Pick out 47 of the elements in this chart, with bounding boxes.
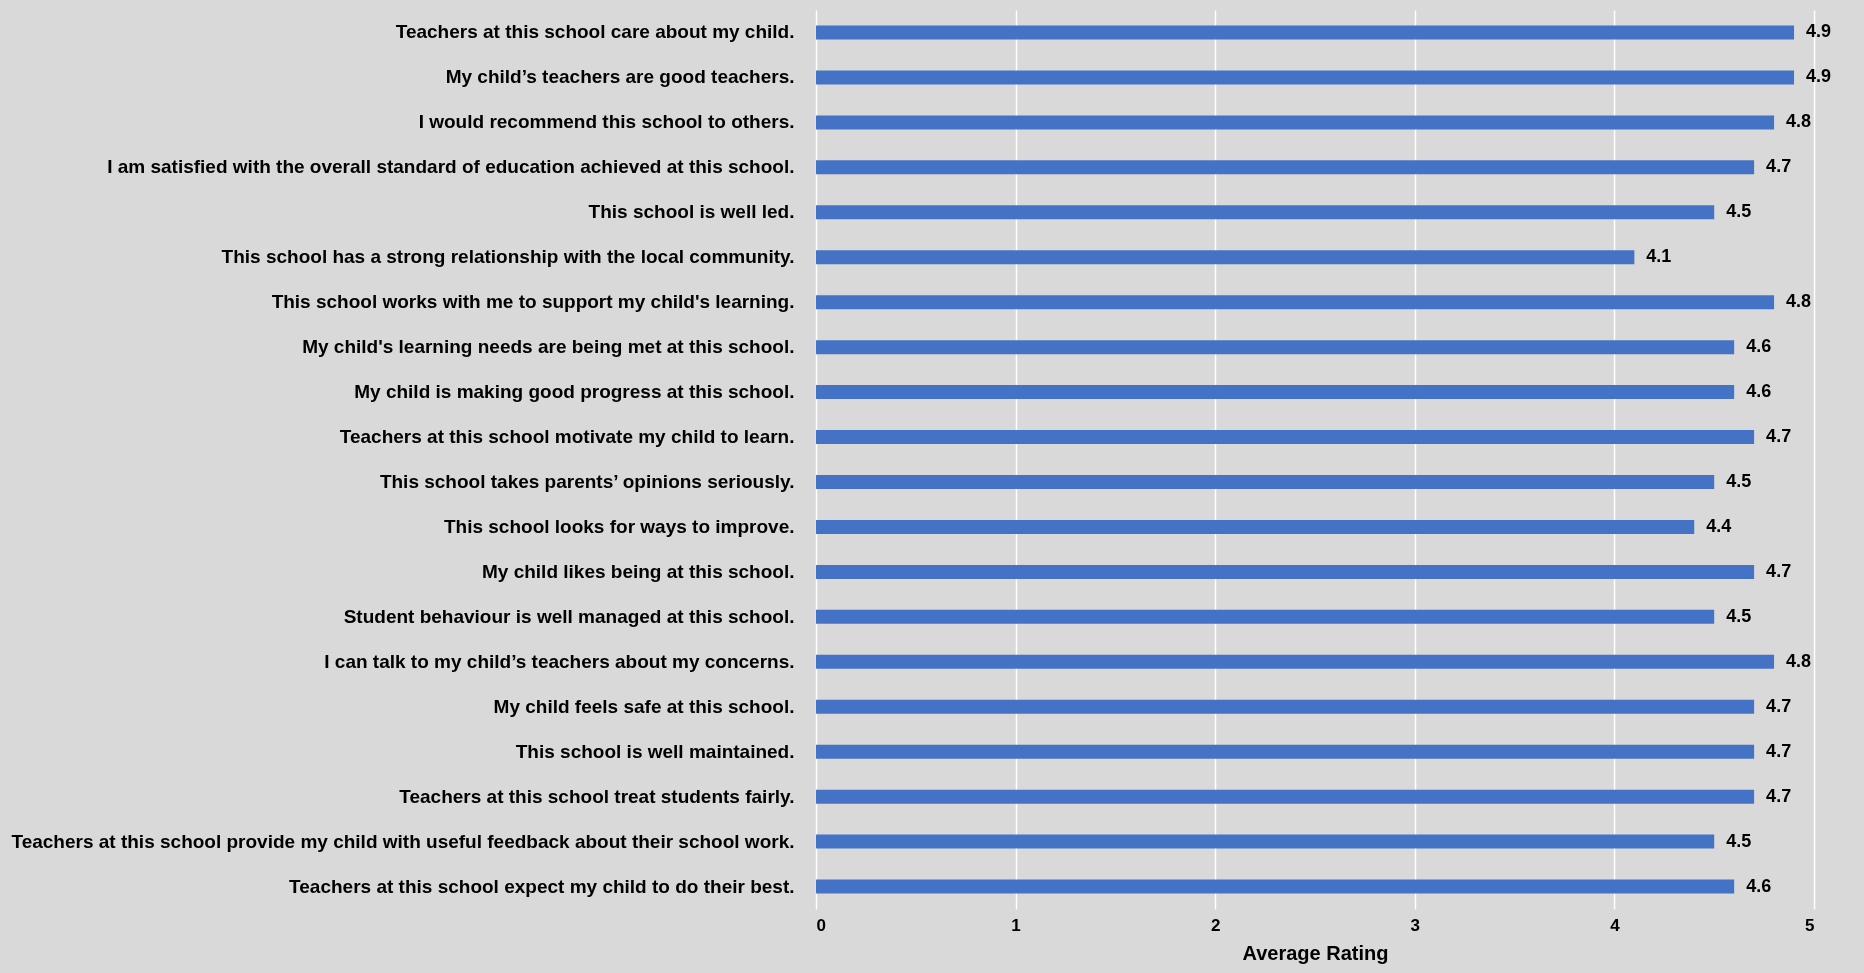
y-tick-label: This school works with me to support my child's learning. xyxy=(271,291,795,313)
data-label: 4.8 xyxy=(1786,291,1812,312)
data-label: 4.5 xyxy=(1726,201,1752,222)
data-label: 4.9 xyxy=(1806,21,1832,42)
data-label: 4.7 xyxy=(1766,156,1792,177)
data-label: 4.7 xyxy=(1766,740,1792,761)
y-tick-label: Teachers at this school motivate my child to learn. xyxy=(339,426,795,448)
data-label: 4.8 xyxy=(1786,650,1812,671)
y-tick-label: I am satisfied with the overall standard of education achieved at this school. xyxy=(107,156,795,178)
data-label: 4.7 xyxy=(1766,560,1792,581)
y-tick-label: My child's learning needs are being met at this school. xyxy=(302,336,795,358)
y-tick-label: My child’s teachers are good teachers. xyxy=(445,66,795,88)
y-tick-label: My child is making good progress at this school. xyxy=(354,381,795,403)
y-tick-label: Student behaviour is well managed at this school. xyxy=(343,605,795,627)
data-label: 4.4 xyxy=(1706,515,1732,536)
data-label: 4.7 xyxy=(1766,785,1792,806)
data-label: 4.6 xyxy=(1746,336,1772,357)
data-label: 4.9 xyxy=(1806,66,1832,87)
data-label: 4.7 xyxy=(1766,426,1792,447)
x-tick-label: 5 xyxy=(1805,915,1815,935)
data-label: 4.5 xyxy=(1726,605,1752,626)
y-tick-label: This school has a strong relationship with the local community. xyxy=(221,246,795,268)
y-tick-label: Teachers at this school expect my child to do their best. xyxy=(289,875,795,897)
data-label: 4.6 xyxy=(1746,875,1772,896)
y-tick-label: I would recommend this school to others. xyxy=(418,111,795,133)
data-label: 4.5 xyxy=(1726,470,1752,491)
y-tick-label: Teachers at this school care about my child. xyxy=(395,21,795,43)
data-label: 4.7 xyxy=(1766,695,1792,716)
y-tick-label: This school takes parents’ opinions seriously. xyxy=(379,470,795,492)
y-tick-label: I can talk to my child’s teachers about my concerns. xyxy=(324,650,795,672)
data-label: 4.5 xyxy=(1726,830,1752,851)
data-label: 4.6 xyxy=(1746,381,1772,402)
x-tick-label: 1 xyxy=(1011,915,1021,935)
x-tick-label: 0 xyxy=(816,915,826,935)
x-tick-label: 4 xyxy=(1610,915,1621,935)
y-tick-label: Teachers at this school treat students fairly. xyxy=(399,785,795,807)
data-label: 4.1 xyxy=(1646,246,1672,267)
y-tick-label: My child likes being at this school. xyxy=(481,560,795,582)
y-tick-label: This school looks for ways to improve. xyxy=(443,515,795,537)
y-tick-label: This school is well maintained. xyxy=(515,740,795,762)
y-tick-label: This school is well led. xyxy=(588,201,795,223)
x-tick-label: 3 xyxy=(1410,915,1421,935)
data-label: 4.8 xyxy=(1786,111,1812,132)
x-tick-label: 2 xyxy=(1210,915,1221,935)
x-axis-title: Average Rating xyxy=(1242,941,1389,964)
y-tick-label: My child feels safe at this school. xyxy=(493,695,795,717)
y-tick-label: Teachers at this school provide my child with useful feedback about their school work. xyxy=(11,830,795,852)
